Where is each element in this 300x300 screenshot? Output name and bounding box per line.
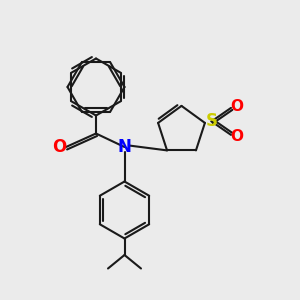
Text: O: O <box>52 138 67 156</box>
Text: S: S <box>206 112 218 130</box>
Text: O: O <box>230 99 243 114</box>
Text: N: N <box>118 138 131 156</box>
Text: O: O <box>230 129 243 144</box>
